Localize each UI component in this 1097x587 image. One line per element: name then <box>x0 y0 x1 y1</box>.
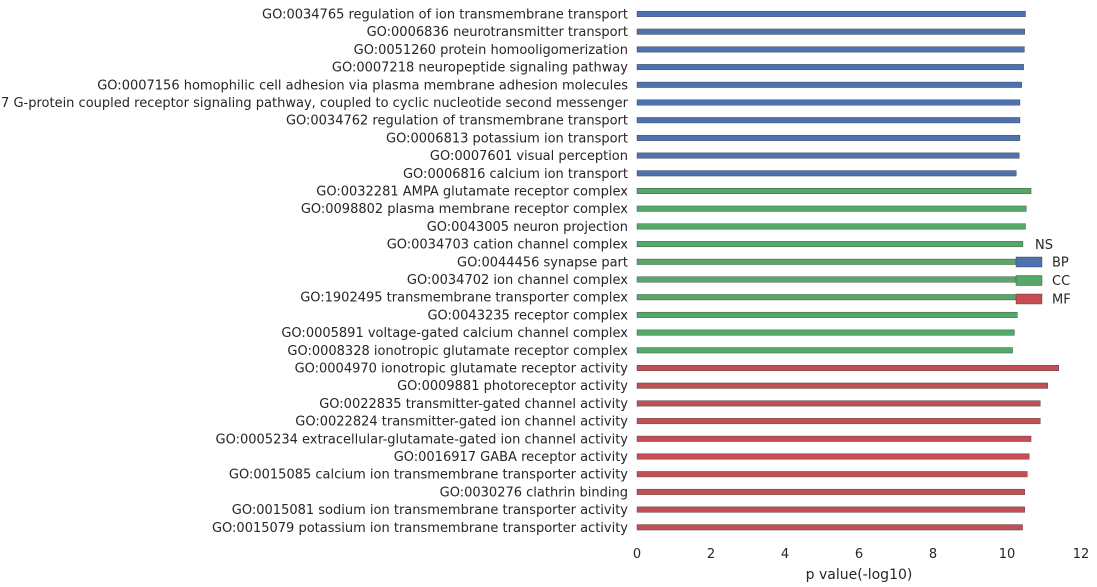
bar-go-0015079 <box>636 524 1023 531</box>
bar-go-0034762 <box>636 117 1021 124</box>
bar-go-0006813 <box>636 134 1021 141</box>
bar-go-0016917 <box>636 453 1030 460</box>
legend-title: NS <box>1035 238 1053 253</box>
bar-go-0007218 <box>636 64 1024 71</box>
bar-go-0015081 <box>636 506 1025 513</box>
x-tick-label: 8 <box>929 547 937 562</box>
category-label: GO:0005891 voltage-gated calcium channel… <box>281 326 628 341</box>
category-label: GO:0006813 potassium ion transport <box>386 131 628 146</box>
x-tick-label: 6 <box>855 547 863 562</box>
x-axis-ticks: 0 2 4 6 8 10 12 <box>633 547 1089 562</box>
bar-go-0044456 <box>636 258 1019 265</box>
bar-go-0005234 <box>636 435 1032 442</box>
category-label: GO:0051260 protein homooligomerization <box>354 43 628 58</box>
category-label: GO:0007156 homophilic cell adhesion via … <box>97 78 628 93</box>
legend-label-mf: MF <box>1052 293 1071 308</box>
category-label: GO:0004970 ionotropic glutamate receptor… <box>295 362 629 377</box>
bar-go-0006816 <box>636 170 1017 177</box>
bar-go-0034765 <box>636 11 1026 17</box>
legend-swatch-cc <box>1015 275 1043 286</box>
category-label: GO:0015085 calcium ion transmembrane tra… <box>229 468 628 483</box>
category-label: GO:0034703 cation channel complex <box>387 238 629 253</box>
bar-go-0007601 <box>636 152 1020 159</box>
legend-swatch-mf <box>1015 293 1043 305</box>
legend-label-bp: BP <box>1052 256 1069 271</box>
bar-go-0030276 <box>636 488 1025 495</box>
category-label: GO:0016917 GABA receptor activity <box>394 450 629 465</box>
category-label: GO:0008328 ionotropic glutamate receptor… <box>287 344 628 359</box>
bar-go-0032281 <box>636 188 1032 194</box>
category-label: GO:0043235 receptor complex <box>427 308 628 323</box>
x-axis-label: p value(-log10) <box>806 567 913 583</box>
x-tick-label: 0 <box>633 547 641 562</box>
bar-go-0007187 <box>636 99 1021 106</box>
category-label: GO:0030276 clathrin binding <box>440 485 628 500</box>
legend-label-cc: CC <box>1052 274 1070 289</box>
category-label: GO:0007218 neuropeptide signaling pathwa… <box>332 61 628 76</box>
category-label: GO:0098802 plasma membrane receptor comp… <box>301 202 628 217</box>
bar-go-0022835 <box>636 400 1041 407</box>
legend-swatch-bp <box>1015 256 1043 268</box>
category-label: GO:0015079 potassium ion transmembrane t… <box>212 521 628 536</box>
legend: NS BP CC MF <box>1015 238 1071 308</box>
bar-go-0008328 <box>636 347 1013 354</box>
bar-go-0043235 <box>636 311 1018 318</box>
category-label: GO:0034702 ion channel complex <box>407 273 628 288</box>
bar-go-1902495 <box>636 294 1019 301</box>
category-label: GO:0006836 neurotransmitter transport <box>367 25 628 40</box>
bar-go-0005891 <box>636 329 1015 336</box>
category-label: GO:0006816 calcium ion transport <box>403 167 628 182</box>
category-label: GO:1902495 transmembrane transporter com… <box>300 291 628 306</box>
category-label: GO:0022824 transmitter-gated ion channel… <box>295 415 628 430</box>
x-tick-label: 4 <box>781 547 789 562</box>
bar-go-0004970 <box>636 365 1059 371</box>
bar-go-0043005 <box>636 223 1026 230</box>
x-tick-label: 2 <box>707 547 715 562</box>
bar-go-0022824 <box>636 418 1041 425</box>
category-label: GO:0005234 extracellular-glutamate-gated… <box>216 432 629 447</box>
bars-layer <box>636 11 1059 531</box>
x-tick-label: 10 <box>999 547 1016 562</box>
category-label: GO:0044456 synapse part <box>457 255 628 270</box>
bar-go-0009881 <box>636 382 1048 389</box>
category-labels: GO:0034765 regulation of ion transmembra… <box>0 8 629 536</box>
category-label: GO:0034762 regulation of transmembrane t… <box>286 114 628 129</box>
category-label: GO:0022835 transmitter-gated channel act… <box>319 397 628 412</box>
x-tick-label: 12 <box>1073 547 1090 562</box>
category-label: GO:0015081 sodium ion transmembrane tran… <box>232 503 628 518</box>
bar-go-0098802 <box>636 205 1027 212</box>
bar-go-0034703 <box>636 241 1024 248</box>
category-label: GO:0007601 visual perception <box>430 149 628 164</box>
category-label: GO:0009881 photoreceptor activity <box>397 379 628 394</box>
bar-go-0007156 <box>636 81 1022 88</box>
bar-go-0015085 <box>636 471 1028 478</box>
bar-go-0006836 <box>636 28 1025 35</box>
category-label: GO:0032281 AMPA glutamate receptor compl… <box>316 185 628 200</box>
category-label: GO:0007187 G-protein coupled receptor si… <box>0 96 629 111</box>
bar-go-0051260 <box>636 46 1025 53</box>
category-label: GO:0034765 regulation of ion transmembra… <box>262 8 628 23</box>
category-label: GO:0043005 neuron projection <box>427 220 628 235</box>
bar-go-0034702 <box>636 276 1019 283</box>
